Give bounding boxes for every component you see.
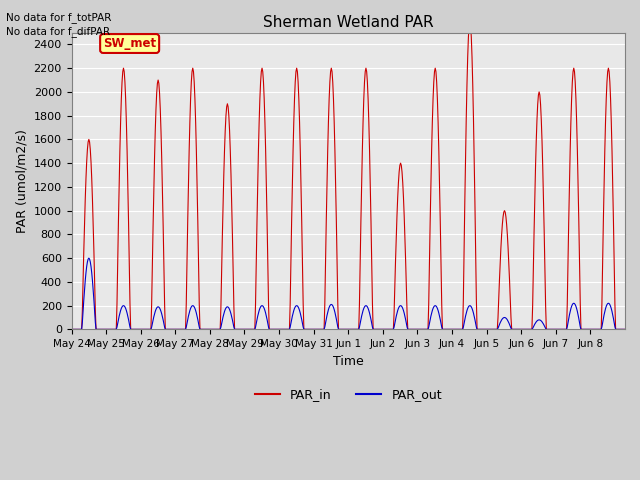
PAR_in: [466, 18, 474, 24]
PAR_out: [284, 326, 291, 332]
PAR_in: [283, 326, 291, 332]
PAR_out: [621, 326, 629, 332]
Line: PAR_in: PAR_in: [72, 21, 625, 329]
PAR_out: [68, 326, 76, 332]
PAR_in: [262, 148, 269, 154]
PAR_out: [235, 326, 243, 332]
Text: No data for f_difPAR: No data for f_difPAR: [6, 26, 111, 37]
Line: PAR_out: PAR_out: [72, 258, 625, 329]
X-axis label: Time: Time: [333, 355, 364, 368]
PAR_in: [132, 326, 140, 332]
PAR_in: [405, 326, 413, 332]
Text: SW_met: SW_met: [103, 37, 156, 50]
PAR_in: [68, 326, 76, 332]
Y-axis label: PAR (umol/m2/s): PAR (umol/m2/s): [15, 129, 28, 233]
Legend: PAR_in, PAR_out: PAR_in, PAR_out: [250, 383, 447, 406]
PAR_out: [262, 313, 270, 319]
PAR_out: [133, 326, 141, 332]
PAR_in: [621, 326, 629, 332]
PAR_out: [437, 320, 445, 326]
Title: Sherman Wetland PAR: Sherman Wetland PAR: [263, 15, 433, 30]
PAR_in: [234, 326, 242, 332]
PAR_out: [406, 326, 414, 332]
PAR_in: [436, 219, 444, 225]
PAR_out: [85, 255, 93, 261]
Text: No data for f_totPAR: No data for f_totPAR: [6, 12, 112, 23]
